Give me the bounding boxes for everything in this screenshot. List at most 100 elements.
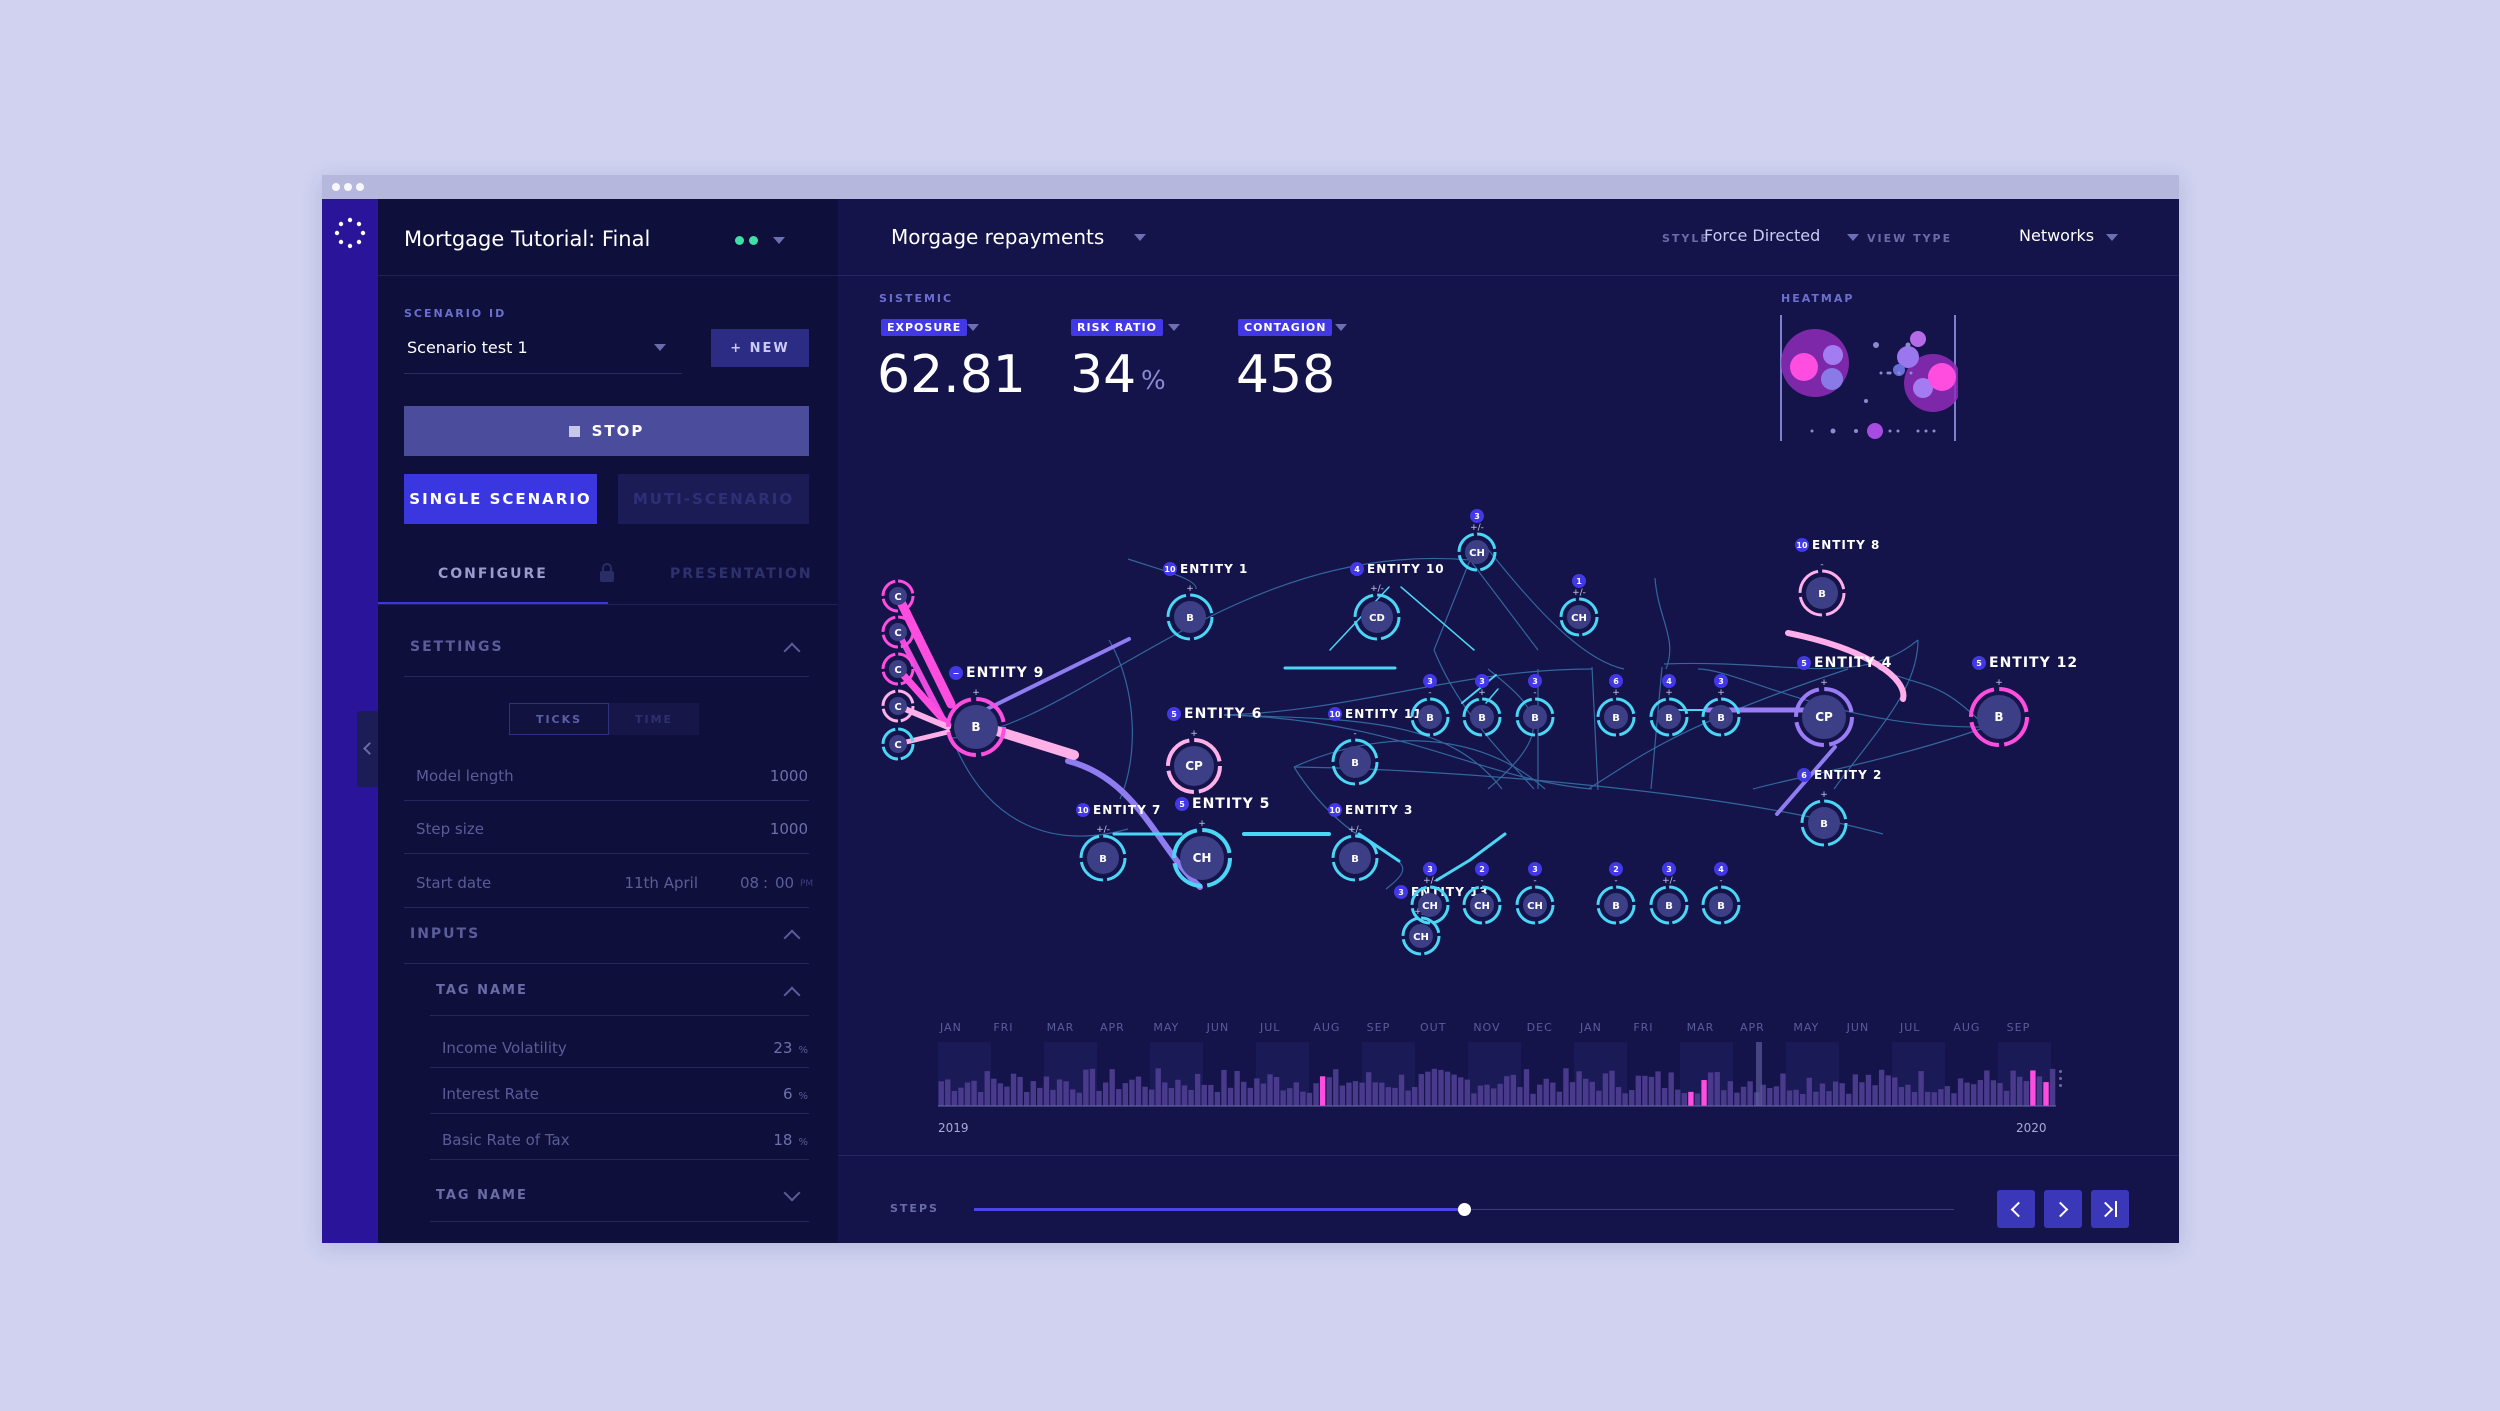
timeline-bar[interactable] — [2049, 1068, 2056, 1106]
network-node[interactable]: CP +5 ENTITY 6 — [1166, 706, 1262, 794]
timeline-bar[interactable] — [1800, 1093, 1806, 1106]
timeline-bar[interactable] — [1550, 1082, 1556, 1106]
timeline-cursor[interactable] — [1756, 1042, 1762, 1106]
timeline-bar[interactable] — [1129, 1079, 1135, 1106]
network-node[interactable]: CH +/- 3 — [1457, 509, 1497, 572]
timeline-bar[interactable] — [1425, 1071, 1431, 1106]
network-node[interactable]: C — [881, 689, 915, 723]
timeline-bar[interactable] — [1865, 1074, 1872, 1106]
timeline-bar[interactable] — [1076, 1092, 1082, 1106]
timeline-bar[interactable] — [1629, 1089, 1635, 1106]
timeline-bar[interactable] — [1214, 1091, 1221, 1106]
timeline-bar[interactable] — [1878, 1069, 1885, 1106]
timeline-bar[interactable] — [1971, 1084, 1977, 1106]
timeline-bar[interactable] — [1227, 1087, 1234, 1106]
network-node[interactable]: B +6 — [1596, 674, 1636, 737]
timeline-bar[interactable] — [1142, 1086, 1148, 1106]
timeline-bar[interactable] — [1701, 1080, 1707, 1106]
timeline-bar[interactable] — [1951, 1093, 1957, 1106]
timeline-bar[interactable] — [1543, 1078, 1549, 1106]
timeline-bar[interactable] — [1451, 1074, 1457, 1106]
window-dot-icon[interactable] — [332, 183, 340, 191]
network-node[interactable]: B +/- 10 ENTITY 7 — [1076, 803, 1161, 882]
timeline-bar[interactable] — [1740, 1086, 1747, 1106]
network-node[interactable]: CD +/- 4 ENTITY 10 — [1350, 562, 1445, 641]
network-node[interactable]: B +10 ENTITY 1 — [1163, 562, 1248, 641]
timeline-bar[interactable] — [1096, 1090, 1102, 1106]
network-node[interactable]: C — [881, 579, 915, 613]
timeline-bar[interactable] — [1267, 1074, 1273, 1106]
scenario-select[interactable]: Scenario test 1 — [407, 338, 528, 357]
timeline-bar[interactable] — [1589, 1081, 1595, 1106]
timeline-bar[interactable] — [2023, 1081, 2029, 1106]
network-node[interactable]: B +3 — [1462, 674, 1502, 737]
timeline-bar[interactable] — [1293, 1082, 1300, 1106]
timeline-bar[interactable] — [1556, 1091, 1563, 1106]
start-date-value[interactable]: 11th April — [624, 874, 698, 892]
timeline-bar[interactable] — [1155, 1068, 1161, 1106]
timeline-bar[interactable] — [1083, 1069, 1089, 1106]
network-node[interactable]: B + − ENTITY 9 — [946, 665, 1044, 757]
timeline-bar[interactable] — [1319, 1076, 1326, 1106]
timeline-bar[interactable] — [997, 1083, 1004, 1106]
ticks-toggle[interactable]: TICKS — [509, 703, 609, 735]
timeline-bar[interactable] — [2030, 1070, 2036, 1106]
timeline-bar[interactable] — [1346, 1082, 1352, 1106]
previous-step-button[interactable] — [1997, 1190, 2035, 1228]
income-volatility-value[interactable]: 23% — [773, 1039, 808, 1057]
timeline-bar[interactable] — [1030, 1081, 1036, 1106]
timeline-bar[interactable] — [1892, 1077, 1898, 1106]
timeline-bar[interactable] — [1622, 1093, 1628, 1106]
timeline-bar[interactable] — [1339, 1085, 1346, 1106]
timeline-bar[interactable] — [1458, 1077, 1464, 1106]
timeline-bar[interactable] — [1675, 1089, 1681, 1106]
timeline-bar[interactable] — [1201, 1084, 1207, 1106]
timeline-bar[interactable] — [1681, 1093, 1688, 1106]
timeline-bar[interactable] — [1372, 1082, 1378, 1106]
collapse-settings-icon[interactable] — [783, 642, 801, 660]
timeline-bar[interactable] — [1839, 1083, 1845, 1106]
timeline-bar[interactable] — [1313, 1083, 1319, 1106]
timeline-bar[interactable] — [1773, 1086, 1780, 1106]
timeline-bar[interactable] — [1194, 1073, 1201, 1106]
timeline-bar[interactable] — [991, 1078, 997, 1106]
network-node[interactable]: C — [881, 615, 915, 649]
timeline-bar[interactable] — [1984, 1070, 1990, 1106]
node-layer[interactable]: C C C C C B + − ENTITY 9 B +10 ENTITY 1 CP +5 ENTITY 6… — [881, 509, 2078, 956]
timeline-bar[interactable] — [1070, 1089, 1076, 1106]
timeline-bar[interactable] — [1747, 1081, 1753, 1106]
timeline-bar[interactable] — [1602, 1073, 1609, 1106]
timeline-bar[interactable] — [1023, 1092, 1030, 1106]
network-node[interactable]: C — [881, 652, 915, 686]
timeline-bar[interactable] — [1017, 1076, 1023, 1106]
timeline-bar[interactable] — [2036, 1076, 2043, 1106]
timeline-bar[interactable] — [1365, 1072, 1372, 1106]
stop-button[interactable]: STOP — [404, 406, 809, 456]
window-dot-icon[interactable] — [356, 183, 364, 191]
timeline-bar[interactable] — [1635, 1075, 1641, 1106]
timeline-bar[interactable] — [1813, 1091, 1819, 1106]
timeline-bar[interactable] — [1273, 1077, 1280, 1106]
timeline-bar[interactable] — [1241, 1081, 1247, 1106]
last-step-button[interactable] — [2091, 1190, 2129, 1228]
timeline-bar[interactable] — [1102, 1082, 1109, 1106]
network-node[interactable]: B - 2 — [1596, 862, 1636, 925]
timeline-bar[interactable] — [1846, 1093, 1852, 1106]
single-scenario-button[interactable]: SINGLE SCENARIO — [404, 474, 597, 524]
timeline-bar[interactable] — [1760, 1084, 1766, 1106]
start-ampm[interactable]: PM — [800, 879, 814, 889]
timeline-bar[interactable] — [1832, 1081, 1839, 1106]
timeline-bar[interactable] — [1497, 1083, 1503, 1106]
timeline-bar[interactable] — [1964, 1082, 1970, 1106]
network-node[interactable]: C — [881, 727, 915, 761]
timeline-bar[interactable] — [1530, 1093, 1536, 1106]
network-node[interactable]: B +4 — [1649, 674, 1689, 737]
timeline-bar[interactable] — [1333, 1069, 1339, 1106]
collapse-sidebar-handle[interactable] — [357, 711, 378, 787]
start-minute[interactable]: 00 — [775, 874, 795, 892]
window-dot-icon[interactable] — [344, 183, 352, 191]
timeline-bar[interactable] — [1957, 1078, 1964, 1106]
timeline-bar[interactable] — [1050, 1089, 1056, 1106]
timeline-bar[interactable] — [951, 1090, 958, 1106]
timeline-bar[interactable] — [1135, 1076, 1142, 1106]
